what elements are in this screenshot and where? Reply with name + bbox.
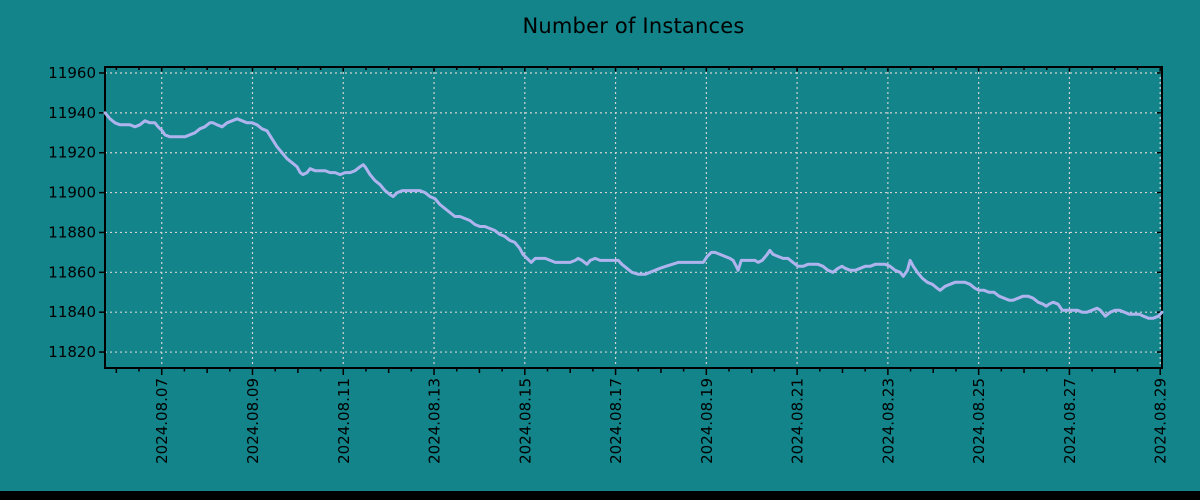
svg-text:11840: 11840 <box>48 303 96 321</box>
svg-text:2024.08.13: 2024.08.13 <box>426 378 444 464</box>
svg-text:2024.08.21: 2024.08.21 <box>789 378 807 464</box>
svg-text:2024.08.19: 2024.08.19 <box>698 378 716 464</box>
svg-text:11960: 11960 <box>48 64 96 82</box>
chart-title: Number of Instances <box>522 14 745 38</box>
gridlines <box>105 67 1162 368</box>
bottom-bar <box>0 491 1200 500</box>
svg-text:2024.08.15: 2024.08.15 <box>516 378 534 464</box>
x-tick-labels: 2024.08.07 2024.08.09 2024.08.11 2024.08.13… <box>153 378 1169 464</box>
svg-text:11900: 11900 <box>48 184 96 202</box>
svg-text:2024.08.25: 2024.08.25 <box>970 378 988 464</box>
series-line <box>103 111 1164 320</box>
svg-text:11920: 11920 <box>48 144 96 162</box>
svg-text:2024.08.17: 2024.08.17 <box>607 378 625 464</box>
svg-text:11940: 11940 <box>48 104 96 122</box>
y-tick-labels: 11820 11840 11860 11880 11900 11920 11940 11960 <box>48 64 96 361</box>
svg-text:11880: 11880 <box>48 223 96 241</box>
svg-text:11820: 11820 <box>48 343 96 361</box>
svg-text:2024.08.07: 2024.08.07 <box>153 378 171 464</box>
svg-text:2024.08.11: 2024.08.11 <box>335 378 353 464</box>
svg-text:2024.08.09: 2024.08.09 <box>244 378 262 464</box>
svg-text:2024.08.29: 2024.08.29 <box>1152 378 1170 464</box>
svg-text:11860: 11860 <box>48 263 96 281</box>
svg-text:2024.08.23: 2024.08.23 <box>879 378 897 464</box>
svg-text:2024.08.27: 2024.08.27 <box>1061 378 1079 464</box>
axis-frame <box>104 66 1163 369</box>
